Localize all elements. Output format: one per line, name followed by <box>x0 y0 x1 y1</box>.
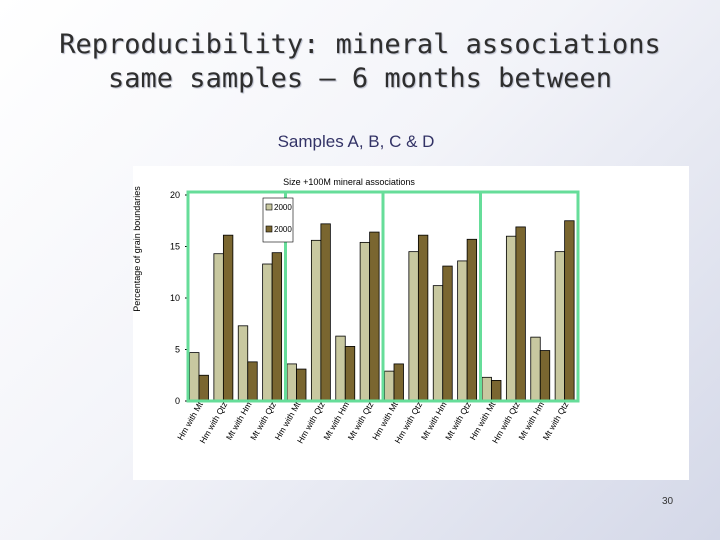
series-2-bar <box>491 379 502 402</box>
series-1-bar <box>481 376 492 402</box>
series-2-bar <box>271 252 283 402</box>
series-1-bar <box>359 241 371 402</box>
series-2-bar <box>344 346 356 402</box>
y-tick-label: 20 <box>170 190 180 200</box>
series-2-bar <box>198 374 209 402</box>
series-1-bar <box>384 370 395 402</box>
chart-title: Size +100M mineral associations <box>283 177 415 187</box>
slide-subtitle: Samples A, B, C & D <box>277 132 435 151</box>
series-1-bar <box>213 253 224 402</box>
series-1-bar <box>262 263 273 402</box>
series-1-bar <box>237 325 249 402</box>
series-1-bar <box>530 336 541 402</box>
series-1-bar <box>554 251 566 402</box>
sample-group-outline <box>479 190 580 403</box>
series-1-bar <box>335 335 346 402</box>
bar-chart: Size +100M mineral associations Percenta… <box>133 177 580 445</box>
series-1-bar <box>286 363 297 402</box>
series-2-bar <box>417 234 429 402</box>
chart-container: Size +100M mineral associations Percenta… <box>133 166 689 480</box>
series-2-bar <box>442 265 453 402</box>
series-1-bar <box>432 285 444 402</box>
series-2-bar <box>320 223 331 402</box>
page-number: 30 <box>662 496 674 507</box>
slide-title: Reproducibility: mineral associations sa… <box>0 28 720 96</box>
series-1-bar <box>457 260 468 402</box>
series-1-bar <box>408 251 419 402</box>
slide-title-line-2: same samples – 6 months between <box>108 63 612 94</box>
y-tick-label: 10 <box>170 293 180 303</box>
legend-label: 2000 <box>274 203 292 212</box>
legend-label: 2000 <box>274 225 292 234</box>
series-2-bar <box>564 220 575 402</box>
series-2-bar <box>466 238 478 402</box>
series-2-bar <box>369 231 380 402</box>
series-1-bar <box>310 239 322 402</box>
legend-swatch <box>265 225 273 233</box>
series-2-bar <box>515 226 526 402</box>
series-1-bar <box>505 235 517 402</box>
y-tick-label: 5 <box>175 345 180 355</box>
series-2-bar <box>296 368 307 402</box>
legend-swatch <box>265 203 273 211</box>
slide-title-line-1: Reproducibility: mineral associations <box>59 29 661 60</box>
series-2-bar <box>247 361 258 402</box>
y-axis-label: Percentage of grain boundaries <box>133 186 142 312</box>
y-tick-label: 15 <box>170 242 180 252</box>
series-2-bar <box>393 363 404 402</box>
series-2-bar <box>539 350 551 402</box>
series-2-bar <box>222 234 234 402</box>
y-tick-label: 0 <box>175 396 180 406</box>
series-1-bar <box>189 352 200 402</box>
